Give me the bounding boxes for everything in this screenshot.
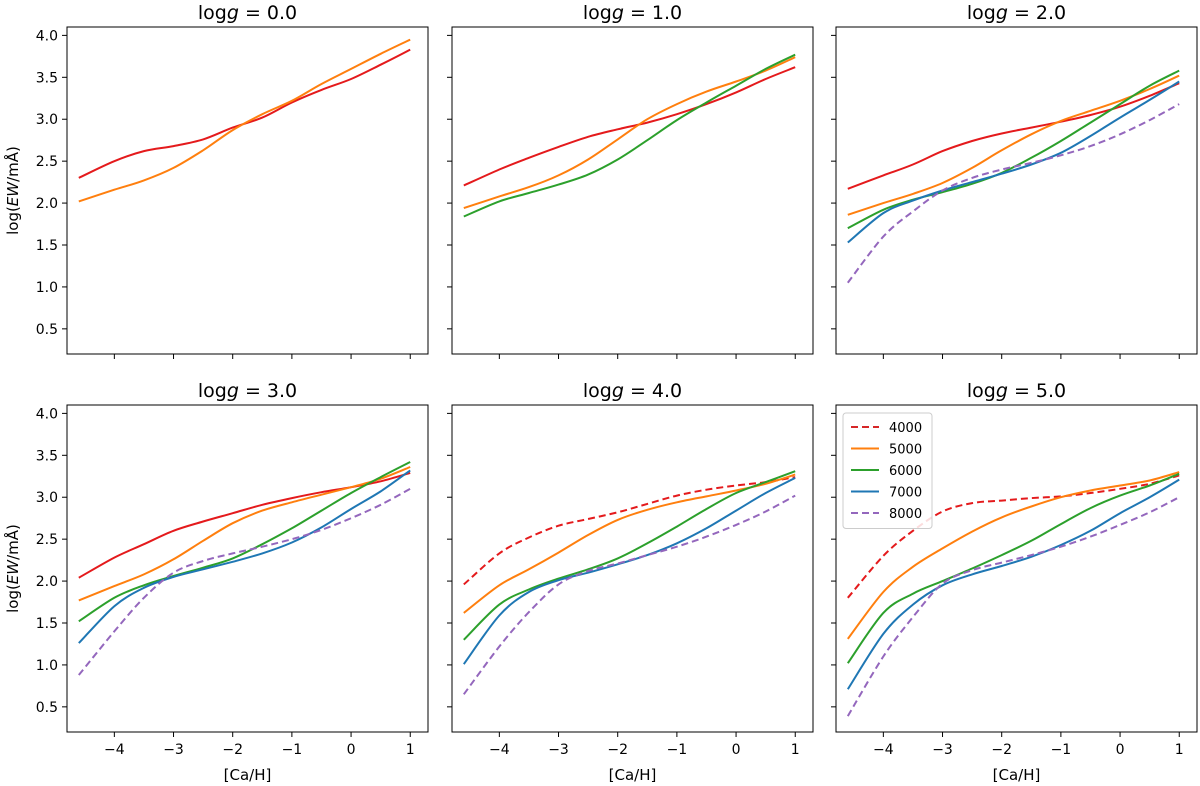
x-tick-label: 0 xyxy=(347,742,356,758)
series-line-6000 xyxy=(847,69,1180,230)
x-tick-label: −4 xyxy=(489,742,510,758)
x-tick-label: 1 xyxy=(791,742,800,758)
series-line-8000 xyxy=(846,496,1180,717)
axes-frame xyxy=(451,404,814,733)
x-tick-label: 0 xyxy=(732,742,741,758)
y-tick-label: 4.0 xyxy=(36,28,58,44)
series-line-4000 xyxy=(847,474,1180,599)
panel-4: logg = 3.0 −4 −3 −2 −1 0 1 0.5 1.0 1.5 2.0 2.5 3.0 3.… xyxy=(3,380,429,784)
y-tick-label: 3.0 xyxy=(36,490,58,506)
series-line-5000 xyxy=(847,74,1180,216)
legend: 4000 5000 6000 7000 8000 xyxy=(842,412,933,529)
panel-title: logg = 5.0 xyxy=(967,380,1066,402)
series-line-5000 xyxy=(847,471,1180,640)
series-group xyxy=(847,69,1180,284)
panel-title: logg = 2.0 xyxy=(967,2,1066,24)
series-group xyxy=(78,38,411,203)
x-tick-label: −4 xyxy=(104,742,125,758)
x-tick-label: −1 xyxy=(282,742,303,758)
x-axis-label: [Ca/H] xyxy=(993,766,1041,784)
x-tick-label: −2 xyxy=(607,742,628,758)
series-line-4000 xyxy=(463,476,796,586)
legend-frame xyxy=(842,412,933,529)
y-tick-label: 2.0 xyxy=(36,196,58,212)
series-line-6000 xyxy=(846,472,1180,664)
y-tick-label: 1.5 xyxy=(36,238,58,254)
series-line-5000 xyxy=(463,56,796,210)
series-line-5000 xyxy=(78,466,411,602)
x-tick-label: −4 xyxy=(873,742,894,758)
x-tick-label: 1 xyxy=(406,742,415,758)
y-axis-label: log(EW/mÅ) xyxy=(3,524,22,613)
series-line-5000 xyxy=(463,473,796,614)
series-group xyxy=(78,461,411,676)
panel-title: logg = 3.0 xyxy=(198,380,297,402)
legend-label-5000: 5000 xyxy=(889,443,922,458)
panel-title: logg = 0.0 xyxy=(198,2,297,24)
axes-frame xyxy=(835,26,1198,355)
series-line-8000 xyxy=(847,103,1180,284)
axes-frame xyxy=(66,404,429,733)
panel-6: logg = 5.0 −4 −3 −2 −1 0 1 [Ca/H] 4000 5000 6000 70… xyxy=(831,380,1198,784)
series-line-6000 xyxy=(463,53,796,218)
y-tick-label: 2.0 xyxy=(36,574,58,590)
x-tick-label: 0 xyxy=(1116,742,1125,758)
y-tick-label: 2.5 xyxy=(36,154,58,170)
legend-label-8000: 8000 xyxy=(889,507,922,522)
y-tick-label: 3.5 xyxy=(36,70,58,86)
x-tick-label: −3 xyxy=(548,742,569,758)
series-group xyxy=(462,470,796,695)
panel-title: logg = 1.0 xyxy=(583,2,682,24)
series-line-7000 xyxy=(847,80,1180,244)
axes-frame xyxy=(451,26,814,355)
x-tick-label: −3 xyxy=(932,742,953,758)
series-line-4000 xyxy=(78,48,411,179)
y-tick-label: 1.5 xyxy=(36,616,58,632)
legend-label-7000: 7000 xyxy=(889,486,922,501)
y-axis-label: log(EW/mÅ) xyxy=(3,146,22,235)
x-tick-label: −1 xyxy=(667,742,688,758)
panel-1: logg = 0.0 0.5 1.0 1.5 2.0 2.5 3.0 3.5 4.0 log(EW… xyxy=(3,2,429,359)
series-line-4000 xyxy=(463,66,796,187)
y-tick-label: 4.0 xyxy=(36,406,58,422)
axes-frame xyxy=(66,26,429,355)
series-line-7000 xyxy=(462,477,796,665)
x-tick-label: −1 xyxy=(1051,742,1072,758)
series-line-7000 xyxy=(78,469,411,644)
panel-5: logg = 4.0 −4 −3 −2 −1 0 1 [Ca/H] xyxy=(447,380,814,784)
series-line-5000 xyxy=(78,38,411,203)
series-line-4000 xyxy=(847,82,1180,190)
x-tick-label: −3 xyxy=(163,742,184,758)
series-group xyxy=(463,53,796,218)
x-axis-label: [Ca/H] xyxy=(224,766,272,784)
panel-2: logg = 1.0 xyxy=(447,2,814,359)
y-tick-label: 0.5 xyxy=(36,322,58,338)
x-tick-label: −2 xyxy=(222,742,243,758)
series-line-8000 xyxy=(462,494,796,695)
series-line-6000 xyxy=(78,461,411,623)
panel-3: logg = 2.0 xyxy=(831,2,1198,359)
legend-label-4000: 4000 xyxy=(889,421,922,436)
legend-label-6000: 6000 xyxy=(889,464,922,479)
y-tick-label: 1.0 xyxy=(36,658,58,674)
x-tick-label: 1 xyxy=(1175,742,1184,758)
x-axis-label: [Ca/H] xyxy=(609,766,657,784)
series-group xyxy=(846,471,1180,717)
y-tick-label: 2.5 xyxy=(36,532,58,548)
y-tick-label: 1.0 xyxy=(36,280,58,296)
y-tick-label: 3.5 xyxy=(36,448,58,464)
series-line-6000 xyxy=(463,470,796,641)
y-tick-label: 3.0 xyxy=(36,112,58,128)
y-tick-label: 0.5 xyxy=(36,700,58,716)
panel-title: logg = 4.0 xyxy=(583,380,682,402)
series-line-7000 xyxy=(846,478,1180,690)
x-tick-label: −2 xyxy=(991,742,1012,758)
axes-frame xyxy=(835,404,1198,733)
